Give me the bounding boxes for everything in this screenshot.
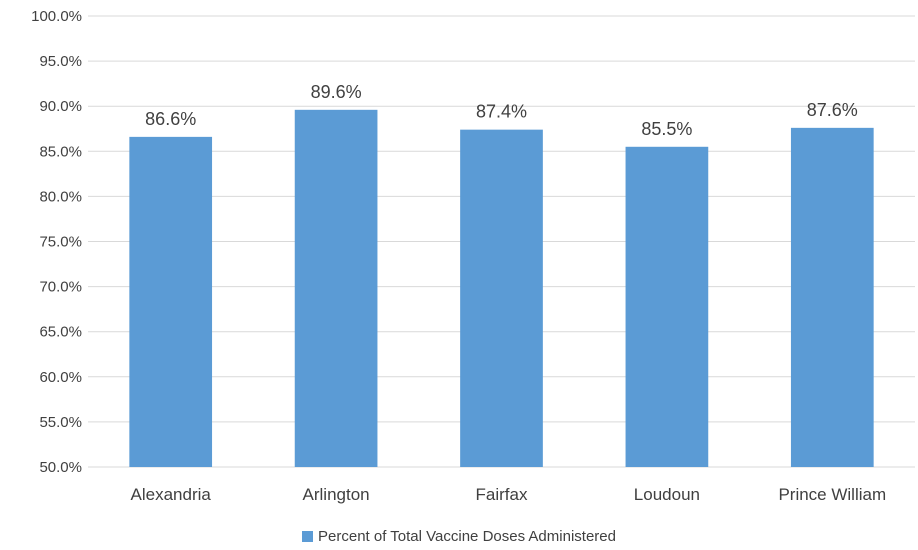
y-tick-label: 85.0% bbox=[39, 143, 82, 160]
bar-prince-william bbox=[790, 127, 874, 468]
data-labels: 86.6% 89.6% 87.4% 85.5% 87.6% bbox=[145, 82, 858, 139]
y-tick-label: 70.0% bbox=[39, 279, 82, 296]
x-axis-tick-labels: Alexandria Arlington Fairfax Loudoun Prince … bbox=[131, 485, 887, 504]
legend-label: Percent of Total Vaccine Doses Administe… bbox=[318, 528, 616, 545]
x-tick-label: Alexandria bbox=[131, 485, 212, 504]
y-axis-tick-labels: 50.0% 55.0% 60.0% 65.0% 70.0% 75.0% 80.0% 85.0%… bbox=[31, 8, 82, 476]
y-tick-label: 60.0% bbox=[39, 369, 82, 386]
bar-arlington bbox=[294, 109, 378, 468]
bar-alexandria bbox=[129, 136, 213, 468]
data-label: 87.6% bbox=[807, 100, 858, 120]
y-tick-label: 55.0% bbox=[39, 414, 82, 431]
y-tick-label: 50.0% bbox=[39, 459, 82, 476]
data-label: 86.6% bbox=[145, 109, 196, 129]
data-label: 85.5% bbox=[641, 119, 692, 139]
data-label: 87.4% bbox=[476, 102, 527, 122]
y-tick-label: 65.0% bbox=[39, 324, 82, 341]
y-tick-label: 75.0% bbox=[39, 234, 82, 251]
x-tick-label: Fairfax bbox=[476, 485, 528, 504]
y-tick-label: 95.0% bbox=[39, 53, 82, 70]
x-tick-label: Prince William bbox=[778, 485, 886, 504]
bars bbox=[129, 109, 874, 468]
y-tick-label: 90.0% bbox=[39, 98, 82, 115]
bar-chart-svg: 50.0% 55.0% 60.0% 65.0% 70.0% 75.0% 80.0% 85.0%… bbox=[31, 8, 915, 504]
y-tick-label: 100.0% bbox=[31, 8, 82, 25]
x-tick-label: Arlington bbox=[303, 485, 370, 504]
legend-swatch bbox=[302, 531, 314, 542]
x-tick-label: Loudoun bbox=[634, 485, 700, 504]
y-tick-label: 80.0% bbox=[39, 188, 82, 205]
data-label: 89.6% bbox=[311, 82, 362, 102]
bar-loudoun bbox=[625, 146, 709, 468]
bar-fairfax bbox=[460, 129, 543, 468]
legend: Percent of Total Vaccine Doses Administe… bbox=[0, 528, 918, 546]
